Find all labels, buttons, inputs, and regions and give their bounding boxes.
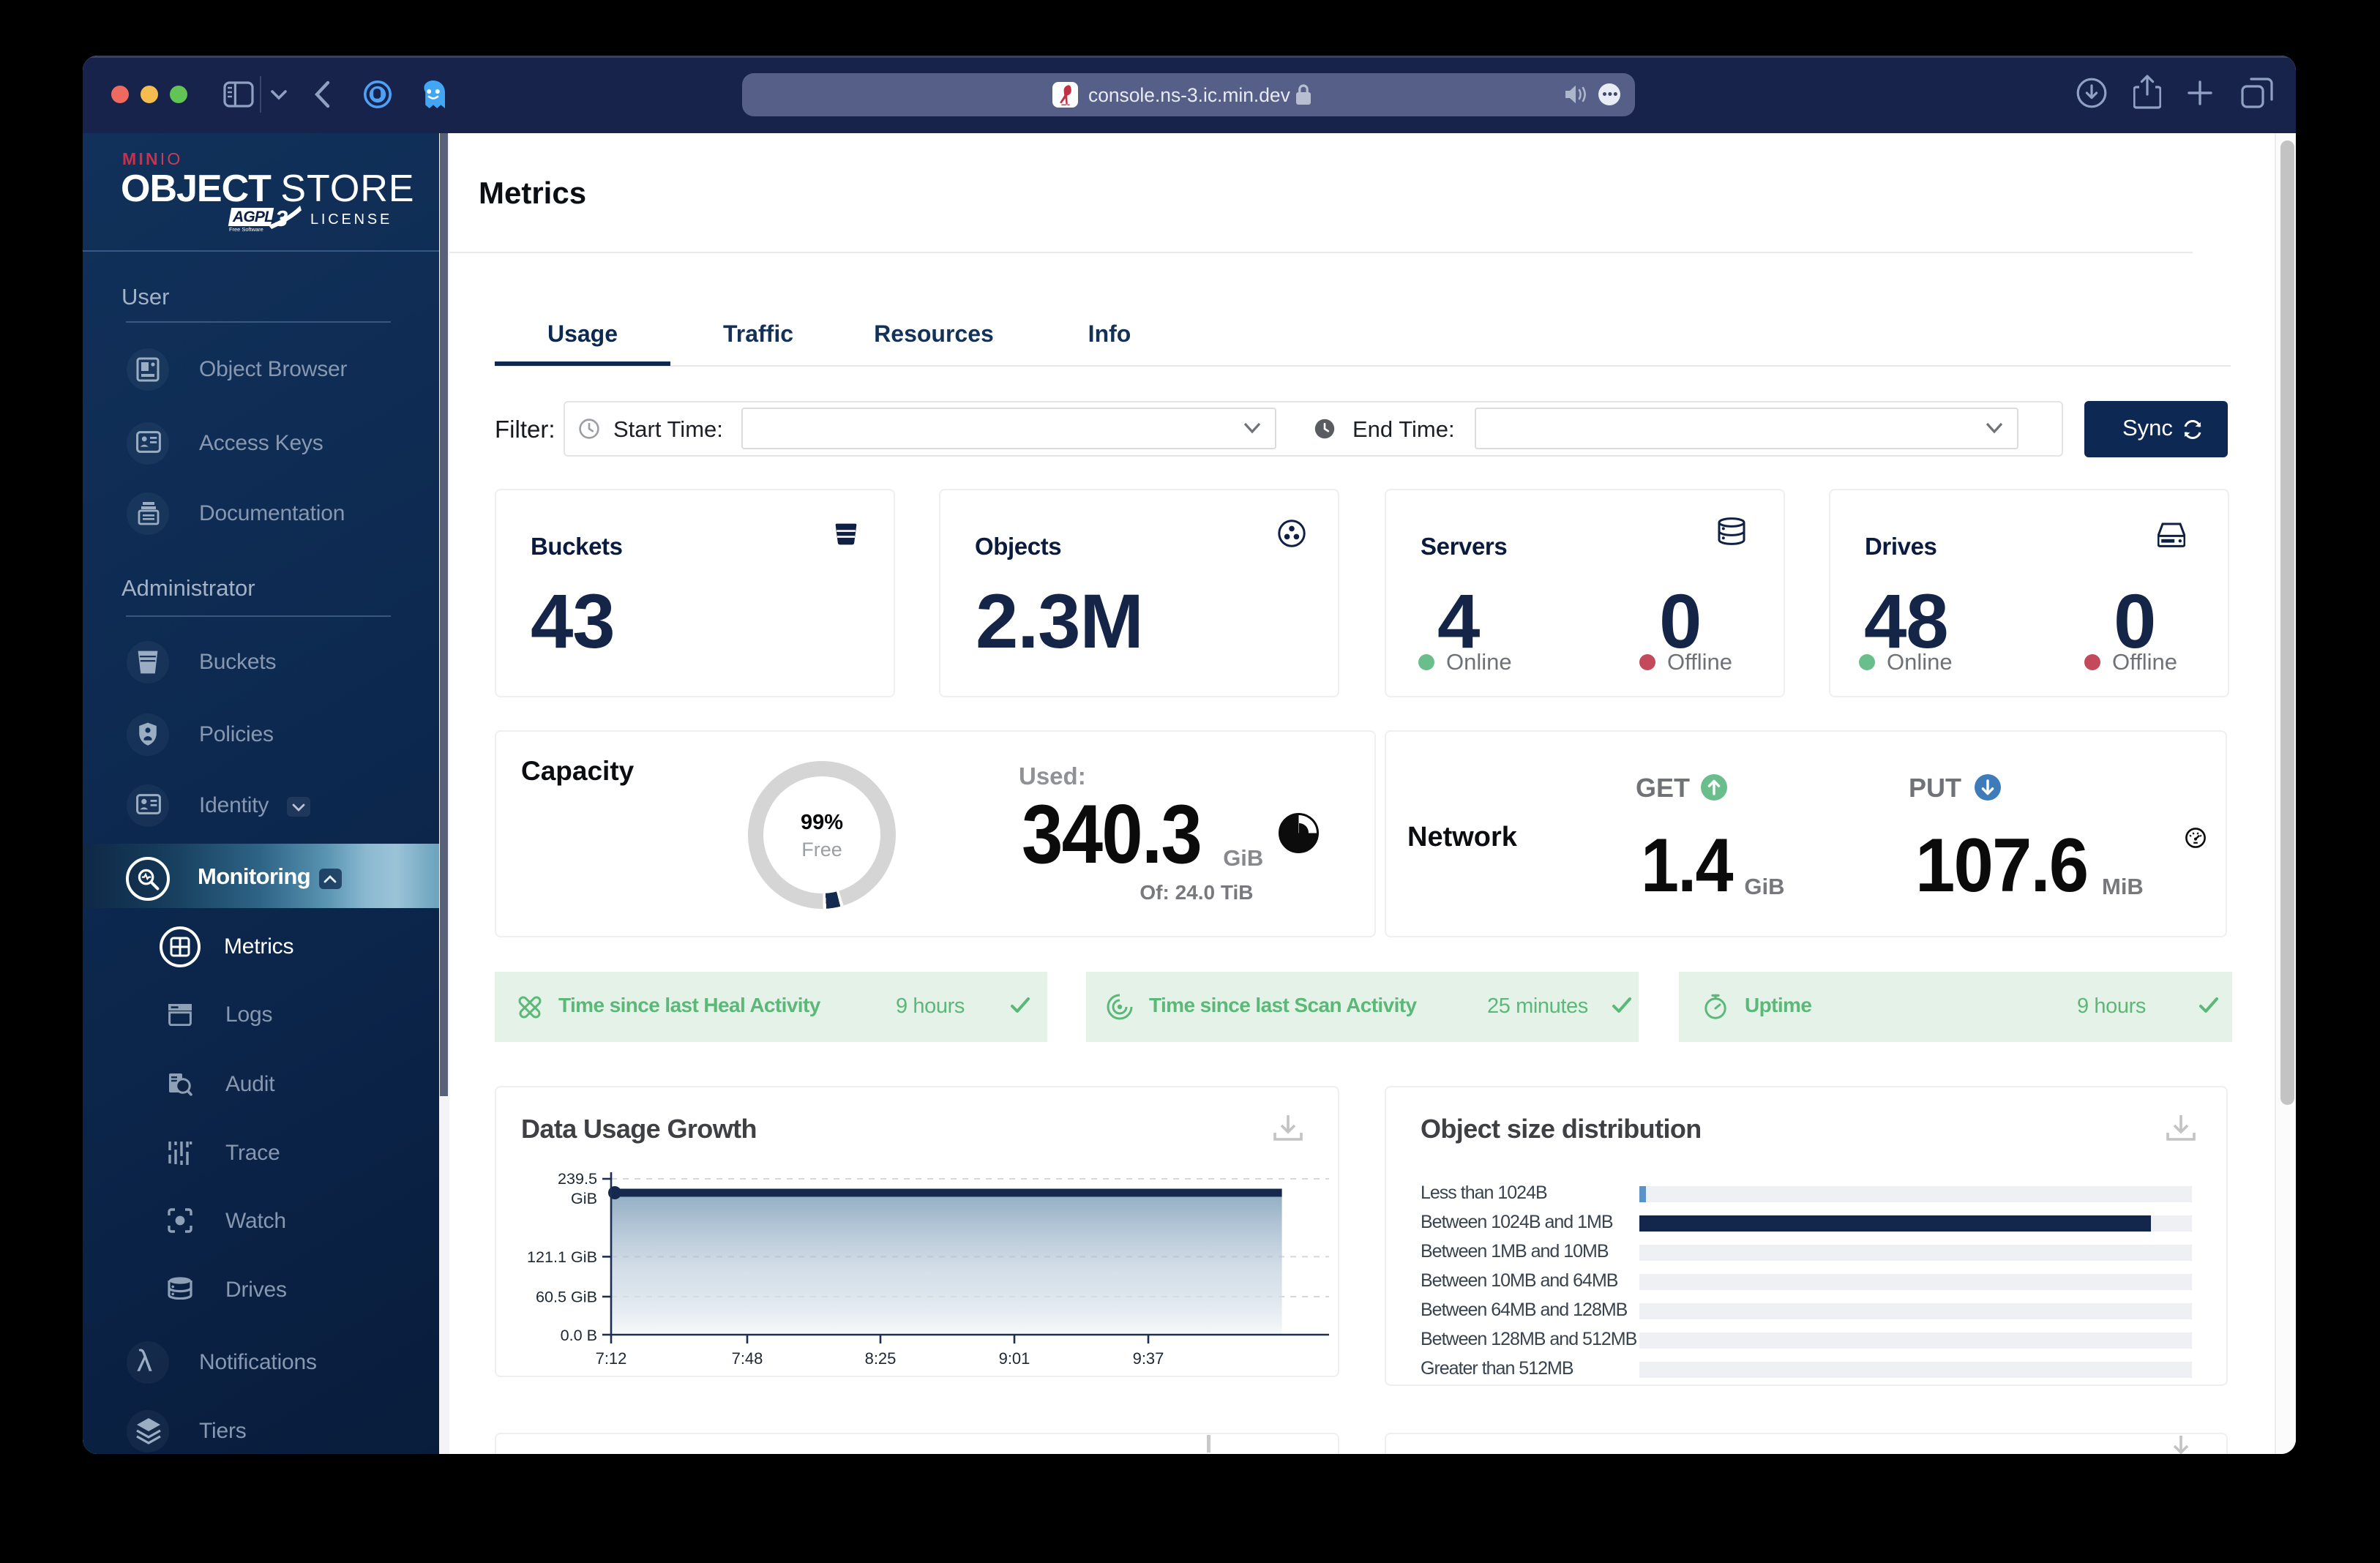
svg-text:8:25: 8:25 (865, 1349, 897, 1368)
svg-text:7:48: 7:48 (732, 1349, 763, 1368)
svg-text:0.0 B: 0.0 B (561, 1326, 597, 1344)
svg-text:9:01: 9:01 (999, 1349, 1030, 1368)
svg-text:GiB: GiB (571, 1189, 597, 1207)
svg-text:60.5 GiB: 60.5 GiB (536, 1288, 597, 1306)
svg-text:121.1 GiB: 121.1 GiB (527, 1248, 597, 1266)
svg-text:3: 3 (275, 206, 288, 231)
svg-text:7:12: 7:12 (596, 1349, 627, 1368)
svg-text:239.5: 239.5 (558, 1169, 597, 1188)
svg-text:9:37: 9:37 (1133, 1349, 1164, 1368)
